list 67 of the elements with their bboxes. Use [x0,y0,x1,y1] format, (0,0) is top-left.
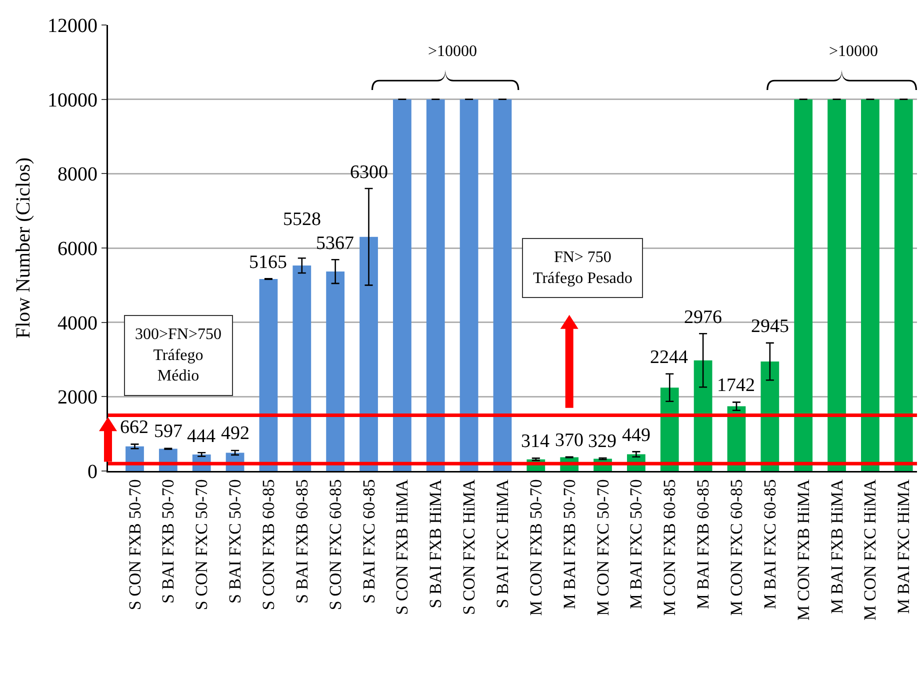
x-tick-label: M CON FXC 60-85 [727,479,746,616]
x-tick-label: S CON FXB 50-70 [125,479,144,610]
bar [392,99,412,471]
y-axis-title: Flow Number (Ciclos) [12,157,34,339]
x-tick-label: M CON FXB HiMA [794,478,813,621]
y-tick-label: 0 [88,461,98,483]
data-label: 1742 [717,375,755,396]
y-tick-label: 10000 [48,89,98,112]
bar [694,360,712,471]
data-label: 492 [221,423,250,444]
bar [426,99,445,471]
data-label: 5528 [283,209,321,230]
x-tick-label: S CON FXC 50-70 [192,479,212,610]
x-tick-label: S BAI FXC 60-85 [359,479,378,604]
x-tick-label: M BAI FXC 50-70 [626,479,646,610]
annotation: FN> 750 Tráfego Pesado [533,249,632,287]
bar [660,388,679,471]
data-label: 597 [154,421,182,442]
x-tick-label: M BAI FXC 60-85 [760,479,780,610]
y-tick-label: 12000 [48,15,98,37]
bar [794,99,813,471]
x-tick-label: S BAI FXC 50-70 [226,479,245,604]
data-label: 662 [120,417,148,438]
bar [760,362,780,471]
data-label: 5165 [249,252,287,273]
bar [493,99,512,471]
data-label: 314 [521,431,550,452]
x-tick-label: S CON FXC HiMA [460,478,479,615]
x-tick-label: M BAI FXC HiMA [894,478,914,614]
x-tick-label: S BAI FXC HiMA [492,478,512,608]
x-tick-label: M BAI FXB 50-70 [560,479,579,610]
x-tick-label: M BAI FXB 60-85 [694,479,713,610]
annotation: 300>FN>750 Tráfego Médio [135,326,222,385]
data-label: 2244 [650,347,688,368]
bar [828,99,846,471]
bar [326,272,345,471]
data-label: 6300 [350,162,388,183]
annotation: >10000 [428,43,478,60]
x-tick-label: M BAI FXB HiMA [827,478,846,614]
x-tick-label: M CON FXB 50-70 [526,479,546,616]
annotation: >10000 [829,43,878,60]
x-tick-label: S BAI FXB HiMA [426,478,446,608]
bar [894,99,913,471]
bar [360,236,378,471]
x-tick-label: M CON FXC 50-70 [593,479,612,616]
bar [460,99,478,471]
y-tick-label: 8000 [58,164,98,186]
x-tick-label: S BAI FXB 50-70 [158,479,178,604]
bar [292,266,312,471]
data-label: 329 [588,431,616,452]
x-tick-label: S CON FXC 60-85 [326,479,345,610]
x-tick-label: S BAI FXB 60-85 [292,479,312,604]
bar [259,279,278,471]
data-label: 5367 [316,233,354,254]
x-tick-label: S CON FXB 60-85 [258,479,278,610]
bar [861,99,880,471]
data-label: 2976 [684,307,722,328]
y-tick-label: 2000 [58,386,98,409]
data-label: 444 [187,426,216,447]
data-label: 2945 [751,316,789,337]
x-tick-label: M CON FXC HiMA [860,478,880,621]
data-label: 370 [555,430,584,451]
data-label: 449 [622,425,650,446]
x-tick-label: S CON FXB HiMA [392,478,412,615]
y-tick-label: 4000 [58,312,98,334]
x-tick-label: M CON FXB 60-85 [660,479,680,616]
y-tick-label: 6000 [58,238,98,260]
